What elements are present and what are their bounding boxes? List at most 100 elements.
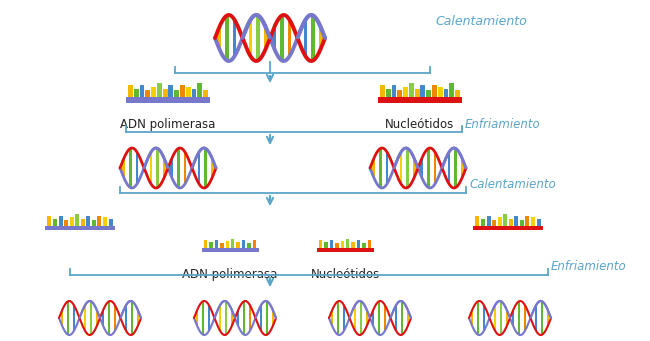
Bar: [157, 83, 162, 98]
Bar: [64, 220, 68, 226]
Bar: [454, 148, 457, 188]
Bar: [346, 239, 349, 248]
Bar: [131, 301, 133, 335]
Bar: [432, 85, 437, 98]
Bar: [58, 216, 62, 226]
Bar: [427, 148, 430, 188]
Text: Calentamiento: Calentamiento: [435, 15, 526, 28]
Bar: [443, 89, 448, 98]
Text: Nucleótidos: Nucleótidos: [311, 268, 380, 281]
Bar: [420, 159, 423, 177]
Bar: [266, 301, 268, 335]
Bar: [384, 305, 385, 331]
Bar: [204, 240, 207, 248]
Bar: [170, 159, 173, 177]
Bar: [96, 311, 98, 325]
Bar: [407, 311, 409, 325]
Bar: [196, 311, 198, 325]
Bar: [202, 301, 204, 335]
Bar: [448, 152, 450, 184]
Bar: [168, 85, 174, 98]
Bar: [518, 301, 520, 335]
Bar: [386, 152, 389, 184]
Bar: [231, 311, 233, 325]
Bar: [198, 83, 202, 98]
Bar: [337, 301, 339, 335]
Bar: [352, 242, 355, 248]
Bar: [84, 305, 86, 331]
Bar: [140, 85, 144, 98]
Bar: [125, 305, 127, 331]
Bar: [506, 311, 508, 325]
Bar: [331, 311, 333, 325]
Bar: [220, 243, 224, 248]
Bar: [500, 301, 502, 335]
Bar: [473, 226, 543, 230]
Bar: [136, 152, 138, 184]
Bar: [280, 16, 283, 60]
Bar: [192, 89, 196, 98]
Bar: [231, 239, 235, 248]
Bar: [109, 219, 112, 226]
Bar: [360, 301, 362, 335]
Bar: [476, 301, 479, 335]
Bar: [512, 311, 514, 325]
Bar: [219, 305, 222, 331]
Text: Nucleótidos: Nucleótidos: [385, 118, 454, 131]
Bar: [61, 311, 63, 325]
Bar: [67, 301, 69, 335]
Bar: [401, 301, 403, 335]
Bar: [108, 301, 110, 335]
Bar: [248, 243, 251, 248]
Bar: [261, 305, 263, 331]
Bar: [86, 216, 90, 226]
Bar: [128, 85, 133, 98]
Text: Calentamiento: Calentamiento: [469, 178, 556, 192]
Bar: [265, 28, 268, 48]
Bar: [324, 242, 328, 248]
Bar: [372, 159, 375, 177]
Bar: [126, 98, 210, 103]
Bar: [541, 301, 543, 335]
Bar: [495, 305, 497, 331]
Bar: [476, 216, 480, 226]
Bar: [330, 240, 333, 248]
Bar: [151, 87, 156, 98]
Bar: [379, 148, 382, 188]
Bar: [503, 214, 507, 226]
Bar: [547, 311, 549, 325]
Bar: [198, 152, 200, 184]
Bar: [174, 90, 179, 98]
Bar: [137, 311, 139, 325]
Bar: [378, 301, 380, 335]
Bar: [204, 148, 207, 188]
Bar: [483, 305, 485, 331]
Bar: [409, 83, 414, 98]
Bar: [449, 83, 454, 98]
Bar: [341, 241, 344, 248]
Bar: [134, 89, 138, 98]
Bar: [378, 98, 461, 103]
Bar: [226, 241, 229, 248]
Bar: [162, 89, 168, 98]
Bar: [304, 20, 307, 56]
Bar: [311, 16, 315, 60]
Bar: [233, 20, 237, 56]
Bar: [288, 20, 291, 56]
Bar: [397, 90, 402, 98]
Bar: [536, 219, 541, 226]
Bar: [203, 90, 208, 98]
Bar: [357, 240, 360, 248]
Bar: [380, 85, 385, 98]
Bar: [481, 219, 485, 226]
Bar: [114, 305, 116, 331]
Bar: [157, 148, 159, 188]
Bar: [272, 28, 276, 48]
Bar: [368, 240, 371, 248]
Bar: [150, 152, 152, 184]
Bar: [163, 159, 166, 177]
Bar: [248, 20, 252, 56]
Bar: [455, 90, 460, 98]
Bar: [426, 90, 431, 98]
Bar: [257, 16, 260, 60]
